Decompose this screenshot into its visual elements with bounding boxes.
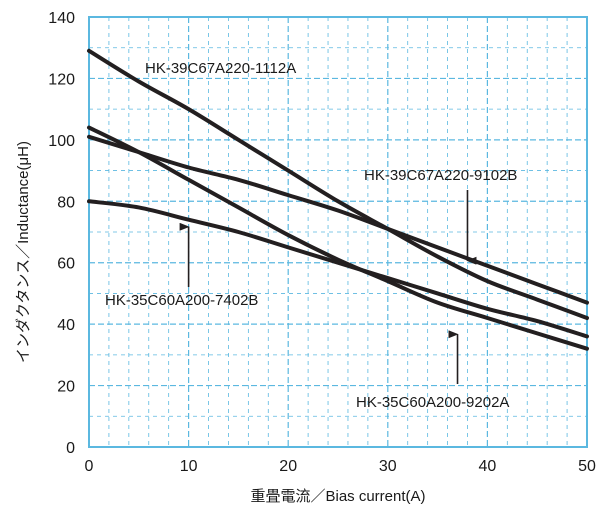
- y-tick-labels: 0 20 40 60 80 100 120 140: [48, 10, 75, 457]
- annotation-hk-39c67a220-9102b: HK-39C67A220-9102B: [364, 167, 517, 184]
- x-tick-labels: 0 10 20 30 40 50: [85, 458, 596, 475]
- x-tick-label: 40: [479, 458, 497, 475]
- series-line-2: [87, 125, 589, 351]
- y-tick-label: 40: [57, 317, 75, 334]
- y-tick-label: 120: [48, 71, 75, 88]
- y-tick-label: 80: [57, 194, 75, 211]
- series-line-1: [87, 134, 589, 305]
- x-tick-label: 10: [180, 458, 198, 475]
- x-tick-label: 0: [85, 458, 94, 475]
- y-tick-label: 140: [48, 10, 75, 27]
- annotation-arrows: [179, 190, 477, 384]
- y-tick-label: 0: [66, 440, 75, 457]
- annotation-hk-35c60a200-9202a: HK-35C60A200-9202A: [356, 394, 509, 411]
- series-line-3: [87, 199, 589, 339]
- x-tick-label: 20: [279, 458, 297, 475]
- y-axis-label: インダクタンス／Inductance(μH): [15, 141, 32, 363]
- series-line-0: [87, 48, 589, 320]
- series-group: [87, 48, 589, 351]
- x-tick-label: 30: [379, 458, 397, 475]
- plot-frame: [88, 16, 588, 448]
- y-tick-label: 20: [57, 379, 75, 396]
- x-tick-label: 50: [578, 458, 596, 475]
- annotation-hk-35c60a200-7402b: HK-35C60A200-7402B: [105, 292, 258, 309]
- grid: [89, 17, 587, 447]
- x-axis-label: 重畳電流／Bias current(A): [250, 488, 425, 505]
- y-tick-label: 100: [48, 133, 75, 150]
- y-tick-label: 60: [57, 256, 75, 273]
- annotation-hk-39c67a220-1112a: HK-39C67A220-1112A: [145, 60, 296, 77]
